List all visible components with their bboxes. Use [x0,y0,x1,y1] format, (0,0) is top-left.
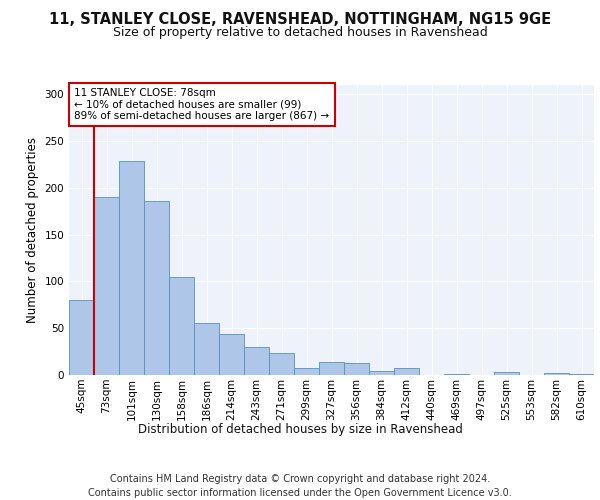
Text: 11, STANLEY CLOSE, RAVENSHEAD, NOTTINGHAM, NG15 9GE: 11, STANLEY CLOSE, RAVENSHEAD, NOTTINGHA… [49,12,551,28]
Bar [169,277,194,375]
Bar [244,347,269,375]
Text: 11 STANLEY CLOSE: 78sqm
← 10% of detached houses are smaller (99)
89% of semi-de: 11 STANLEY CLOSE: 78sqm ← 10% of detache… [74,88,329,121]
Bar [444,374,469,375]
Bar [294,368,319,375]
Bar [269,354,294,375]
Bar [194,322,219,375]
Text: Contains HM Land Registry data © Crown copyright and database right 2024.
Contai: Contains HM Land Registry data © Crown c… [88,474,512,498]
Bar [219,334,244,375]
Bar [119,161,144,375]
Bar [569,374,594,375]
Y-axis label: Number of detached properties: Number of detached properties [26,137,39,323]
Bar [69,300,94,375]
Bar [144,201,169,375]
Bar [394,368,419,375]
Bar [319,362,344,375]
Bar [369,372,394,375]
Bar [94,198,119,375]
Text: Distribution of detached houses by size in Ravenshead: Distribution of detached houses by size … [137,422,463,436]
Bar [494,372,519,375]
Bar [544,373,569,375]
Bar [344,363,369,375]
Text: Size of property relative to detached houses in Ravenshead: Size of property relative to detached ho… [113,26,487,39]
